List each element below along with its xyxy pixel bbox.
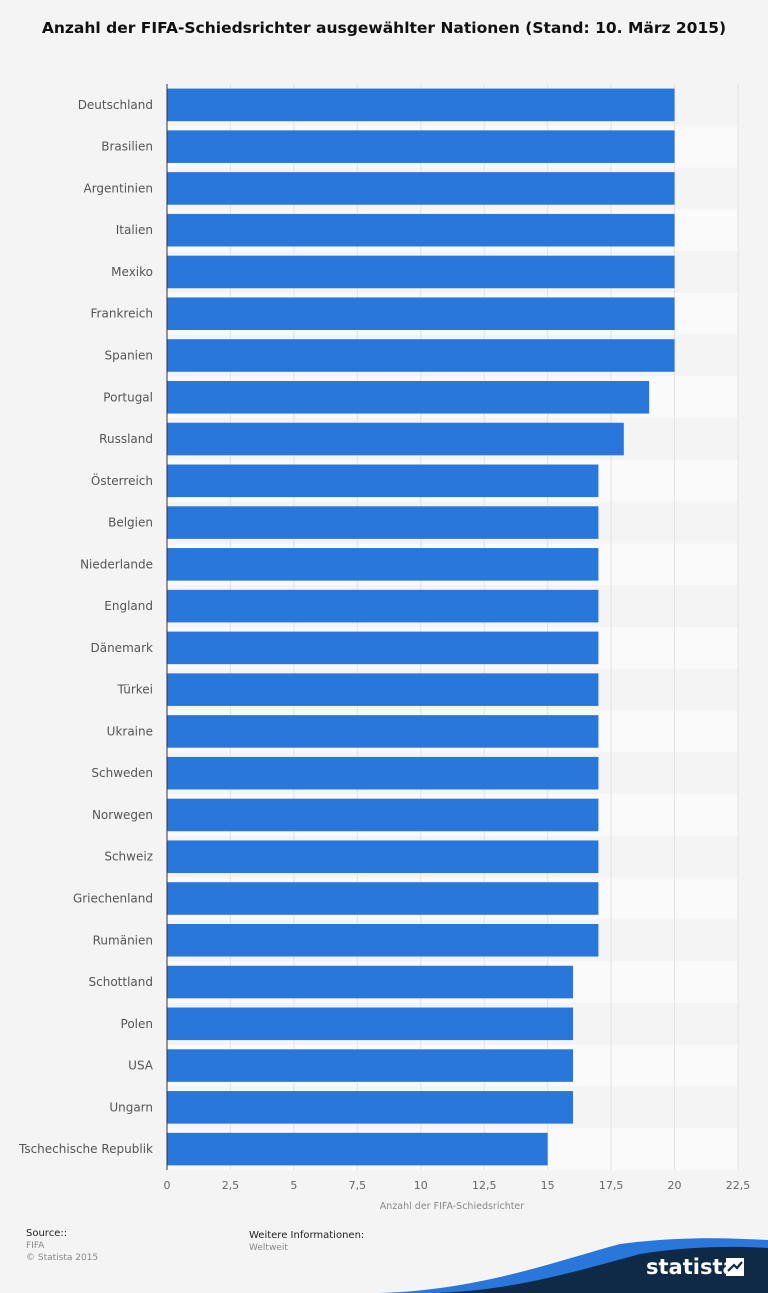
category-label: Frankreich [91, 307, 153, 321]
category-label: Ukraine [107, 724, 153, 738]
category-label: Norwegen [92, 808, 153, 822]
copyright: © Statista 2015 [26, 1253, 99, 1263]
bar [167, 464, 599, 498]
x-tick-label: 12,5 [472, 1179, 497, 1192]
x-tick-label: 20 [668, 1179, 682, 1192]
chart-title: Anzahl der FIFA-Schiedsrichter ausgewähl… [41, 19, 727, 37]
category-label: Schweiz [104, 850, 153, 864]
category-label: Italien [116, 223, 153, 237]
bars [167, 88, 675, 1166]
bar [167, 882, 599, 915]
category-label: Rumänien [93, 933, 153, 947]
x-axis-title: Anzahl der FIFA-Schiedsrichter [380, 1201, 524, 1212]
category-label: Tschechische Republik [18, 1142, 153, 1156]
bar [167, 172, 675, 205]
x-tick-label: 15 [541, 1179, 555, 1192]
x-tick-label: 2,5 [222, 1179, 240, 1192]
category-label: England [104, 599, 153, 613]
x-tick-label: 7,5 [349, 1179, 367, 1192]
x-tick-label: 0 [164, 1179, 171, 1192]
bar [167, 589, 599, 623]
bar [167, 380, 650, 414]
category-label: Dänemark [90, 641, 153, 655]
brand-wave-dark [430, 1246, 768, 1293]
category-label: Russland [99, 432, 153, 446]
category-label: Ungarn [109, 1100, 153, 1114]
bar [167, 840, 599, 874]
category-label: Türkei [117, 683, 153, 697]
bar [167, 756, 599, 790]
bar [167, 506, 599, 539]
bar [167, 965, 574, 999]
bar [167, 130, 675, 163]
source-label: Source:: [26, 1228, 68, 1239]
category-label: Brasilien [101, 140, 153, 154]
bar [167, 673, 599, 706]
footer-source: Source:: FIFA © Statista 2015 [26, 1228, 98, 1264]
info-value: Weltweit [249, 1243, 288, 1253]
bar [167, 1049, 574, 1082]
x-tick-label: 17,5 [599, 1179, 624, 1192]
x-tick-label: 5 [290, 1179, 297, 1192]
category-label: Niederlande [80, 557, 153, 571]
bar [167, 213, 675, 247]
bar [167, 297, 675, 331]
bar [167, 715, 599, 748]
bar [167, 923, 599, 957]
bar [167, 88, 675, 122]
source-value: FIFA [26, 1241, 45, 1251]
statista-logo-icon [726, 1258, 744, 1276]
category-label: Spanien [104, 349, 153, 363]
category-label: Griechenland [73, 892, 153, 906]
x-tick-label: 22,5 [726, 1179, 751, 1192]
bar [167, 422, 624, 456]
category-label: Schweden [91, 766, 153, 780]
category-label: Argentinien [83, 181, 153, 195]
bar [167, 339, 675, 372]
tick-labels: 0 2,5 5 7,5 10 12,5 15 17,5 20 22,5 [164, 1179, 751, 1192]
bar [167, 1007, 574, 1041]
bar [167, 1091, 574, 1124]
category-label: Belgien [108, 516, 153, 530]
category-label: USA [128, 1059, 154, 1073]
bar [167, 1132, 548, 1166]
category-label: Mexiko [111, 265, 153, 279]
bar [167, 548, 599, 581]
category-label: Schottland [89, 975, 153, 989]
info-label: Weitere Informationen: [249, 1230, 365, 1241]
bar [167, 798, 599, 832]
statista-logo: statista [646, 1255, 737, 1279]
category-labels: Deutschland Brasilien Argentinien Italien Me… [18, 98, 154, 1156]
bar [167, 255, 675, 289]
category-label: Portugal [103, 390, 153, 404]
category-label: Polen [121, 1017, 153, 1031]
footer-info: Weitere Informationen: Weltweit [249, 1230, 364, 1254]
category-label: Österreich [91, 472, 153, 488]
x-tick-label: 10 [414, 1179, 428, 1192]
category-label: Deutschland [78, 98, 153, 112]
bar [167, 631, 599, 665]
